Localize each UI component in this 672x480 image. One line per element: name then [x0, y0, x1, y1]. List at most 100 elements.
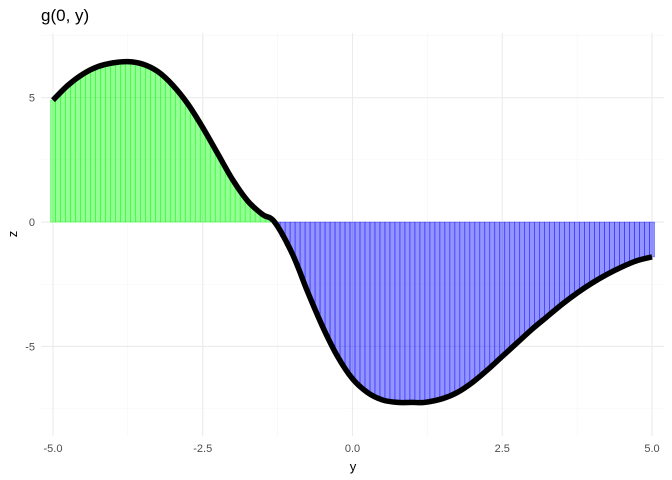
- negative-bar: [609, 221, 615, 273]
- positive-bar: [169, 84, 176, 223]
- positive-bar: [85, 71, 91, 223]
- positive-bar: [214, 153, 221, 223]
- negative-bar: [459, 221, 466, 390]
- negative-bar: [534, 221, 540, 326]
- negative-bar: [559, 221, 565, 305]
- positive-bar: [219, 162, 226, 223]
- negative-bar: [309, 221, 316, 304]
- negative-bar: [564, 221, 570, 301]
- positive-bar: [160, 75, 166, 223]
- negative-bar: [589, 221, 595, 284]
- positive-bar: [70, 81, 76, 223]
- positive-bar: [125, 61, 131, 223]
- negative-bar: [404, 221, 411, 403]
- negative-bar: [369, 221, 376, 396]
- y-tick-label: 5: [29, 93, 35, 105]
- negative-bar: [584, 221, 590, 287]
- negative-bar: [579, 221, 585, 290]
- negative-bar: [414, 221, 421, 403]
- negative-bar: [444, 221, 451, 397]
- negative-bar: [394, 221, 401, 403]
- positive-bar: [95, 66, 101, 223]
- curve-line: [51, 58, 653, 406]
- positive-bar: [174, 91, 181, 223]
- negative-bar: [604, 221, 610, 275]
- negative-bar: [514, 221, 521, 344]
- positive-bar: [194, 119, 201, 223]
- negative-bar: [634, 221, 640, 261]
- positive-bar: [179, 97, 186, 223]
- positive-bar: [65, 84, 71, 223]
- negative-bar: [474, 221, 481, 379]
- area-bars: [50, 61, 655, 403]
- negative-bar: [464, 221, 471, 387]
- negative-bar: [434, 221, 441, 401]
- negative-bar: [619, 221, 625, 268]
- negative-bar: [494, 221, 501, 362]
- negative-bar: [329, 221, 336, 347]
- negative-bar: [649, 221, 655, 258]
- negative-bar: [539, 221, 545, 322]
- negative-bar: [424, 221, 431, 403]
- negative-bar: [529, 221, 536, 330]
- positive-bar: [155, 71, 161, 223]
- positive-bar: [204, 135, 211, 223]
- negative-bar: [449, 221, 456, 395]
- negative-bar: [314, 221, 321, 316]
- negative-bar: [644, 221, 650, 259]
- chart-title: g(0, y): [41, 6, 89, 25]
- negative-bar: [374, 221, 381, 398]
- positive-bar: [105, 63, 111, 223]
- negative-bar: [614, 221, 620, 270]
- positive-bar: [80, 73, 86, 223]
- negative-bar: [439, 221, 446, 399]
- y-tick-label: 0: [29, 217, 35, 229]
- positive-bar: [115, 62, 121, 223]
- negative-bar: [319, 221, 326, 327]
- x-tick-label: 0.0: [345, 443, 360, 455]
- positive-bar: [199, 127, 206, 223]
- negative-bar: [489, 221, 496, 366]
- positive-bar: [75, 77, 81, 223]
- positive-bar: [50, 99, 56, 223]
- negative-bar: [454, 221, 461, 393]
- negative-bar: [429, 221, 436, 402]
- negative-bar: [599, 221, 605, 278]
- positive-bar: [135, 62, 141, 223]
- positive-bar: [120, 61, 126, 223]
- negative-bar: [379, 221, 386, 401]
- x-axis-title: y: [350, 459, 357, 474]
- negative-bar: [554, 221, 560, 309]
- positive-bar: [90, 68, 96, 223]
- negative-bar: [549, 221, 555, 313]
- negative-bar: [484, 221, 491, 371]
- negative-bar: [499, 221, 506, 357]
- negative-bar: [324, 221, 331, 337]
- positive-bar: [184, 103, 191, 223]
- negative-bar: [504, 221, 511, 353]
- x-tick-label: -2.5: [193, 443, 212, 455]
- positive-bar: [60, 89, 66, 223]
- y-tick-labels: 5 0 -5: [25, 93, 35, 354]
- negative-bar: [389, 221, 396, 402]
- negative-bar: [524, 221, 531, 334]
- positive-bar: [110, 62, 116, 223]
- negative-bar: [519, 221, 526, 339]
- negative-bar: [629, 221, 635, 263]
- x-tick-labels: -5.0 -2.5 0.0 2.5 5.0: [43, 443, 659, 455]
- negative-bar: [349, 221, 356, 380]
- positive-bar: [130, 62, 136, 223]
- negative-bar: [344, 221, 351, 372]
- negative-bar: [339, 221, 346, 365]
- positive-bar: [209, 144, 216, 223]
- negative-bar: [409, 221, 416, 403]
- y-axis-title: z: [5, 231, 20, 238]
- negative-bar: [334, 221, 341, 357]
- negative-bar: [594, 221, 600, 281]
- positive-bar: [150, 68, 156, 223]
- negative-bar: [569, 221, 575, 297]
- negative-bar: [624, 221, 630, 266]
- negative-bar: [479, 221, 486, 375]
- positive-bar: [140, 63, 146, 223]
